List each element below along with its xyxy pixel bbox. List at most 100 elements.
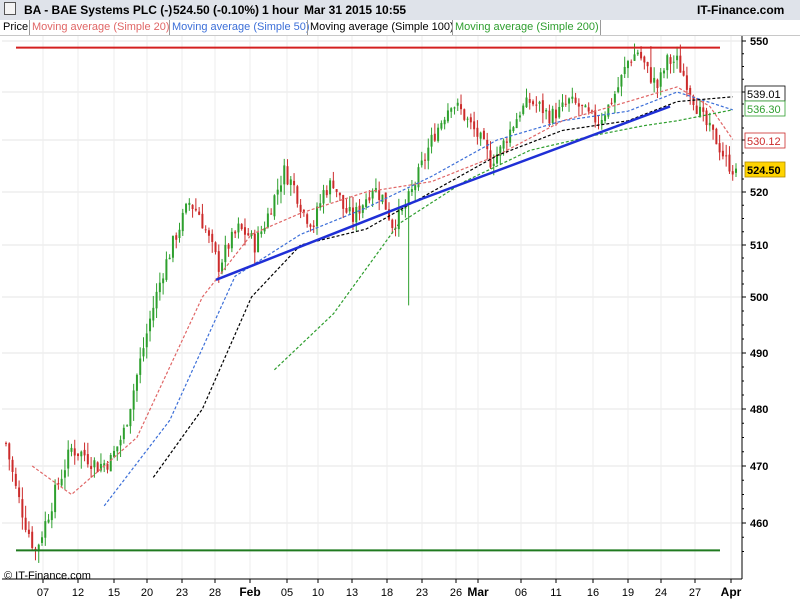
candle-body [263,228,266,232]
y-tick-label: 510 [750,240,768,252]
price-tags: 539.01 536.30 530.12 524.50 [744,85,786,178]
candle-body [185,203,188,213]
candle-body [168,257,171,260]
candle-body [374,188,377,192]
candle-body [217,251,220,272]
legend-ma50[interactable]: Moving average (Simple 50) [172,21,310,33]
candle-body [132,390,135,410]
candle-body [24,517,27,530]
candle-body [489,150,492,168]
candle-body [505,141,508,143]
candle-body [685,75,688,90]
legend-ma100[interactable]: Moving average (Simple 100) [310,21,454,33]
candle-body [306,214,309,224]
candle-body [479,132,482,139]
candle-body [332,180,335,189]
x-tick-label: Mar [467,585,489,599]
candle-body [368,197,371,201]
candle-body [155,291,158,309]
candle-body [260,231,263,235]
candle-body [194,208,197,211]
candle-body [99,463,102,471]
candle-body [273,195,276,217]
trendline-upper [422,105,671,200]
x-tick-label: 12 [72,587,84,599]
candle-body [541,100,544,114]
candle-body [342,195,345,209]
candle-body [18,487,21,498]
candle-body [695,105,698,114]
candle-body [319,203,322,208]
candle-body [14,473,17,486]
candle-body [499,146,502,156]
candle-body [518,115,521,118]
candle-body [604,115,607,121]
candle-body [469,117,472,123]
candle-body [522,105,525,114]
candle-body [613,93,616,103]
candle-body [286,166,289,185]
candle-body [257,232,260,252]
candle-body [689,87,692,96]
candle-body [135,374,138,391]
candle-body [378,190,381,200]
candle-body [666,55,669,71]
x-tick-label: 24 [655,587,667,599]
x-tick-label: 15 [108,587,120,599]
candle-body [443,119,446,125]
drawn-lines [16,46,720,552]
chart-menu-icon[interactable] [4,2,16,15]
candle-body [538,101,541,104]
x-tick-label: 23 [176,587,188,599]
candle-body [289,179,292,185]
candle-body [424,159,427,161]
legend-price[interactable]: Price [3,21,29,33]
candle-body [234,231,237,234]
candle-body [214,242,217,253]
candle-body [44,521,47,538]
x-tick-label: 06 [515,587,527,599]
candle-body [240,224,243,229]
candle-body [175,235,178,240]
candle-body [564,103,567,105]
candle-body [198,211,201,215]
candle-body [73,448,76,456]
candle-body [113,450,116,457]
candle-body [708,122,711,126]
candle-body [54,484,57,513]
candle-body [476,127,479,137]
candle-body [502,140,505,149]
candle-body [440,122,443,129]
trendline-lower [215,197,424,282]
candle-body [643,56,646,63]
candle-body [60,478,63,486]
candle-body [384,192,387,210]
candle-body [302,210,305,213]
candle-body [11,459,14,472]
candle-body [90,465,93,469]
candle-body [659,72,662,87]
candle-body [676,55,679,61]
candle-body [450,108,453,112]
candle-body [548,110,551,124]
candle-body [77,453,80,457]
candle-body [109,455,112,472]
candle-body [106,463,109,470]
x-tick-label: 07 [37,587,49,599]
legend-ma200[interactable]: Moving average (Simple 200) [455,21,599,33]
candle-body [594,110,597,123]
candle-body [610,102,613,104]
x-tick-label: 19 [622,587,634,599]
legend-ma20[interactable]: Moving average (Simple 20) [32,21,170,33]
y-tick-label: 520 [750,187,768,199]
candle-body [329,180,332,195]
candle-body [633,54,636,61]
candle-body [574,97,577,103]
y-tick-label: 550 [750,36,768,48]
candle-body [142,348,145,357]
candle-body [581,104,584,107]
candle-body [145,333,148,348]
candle-body [721,150,724,157]
candle-body [558,107,561,118]
